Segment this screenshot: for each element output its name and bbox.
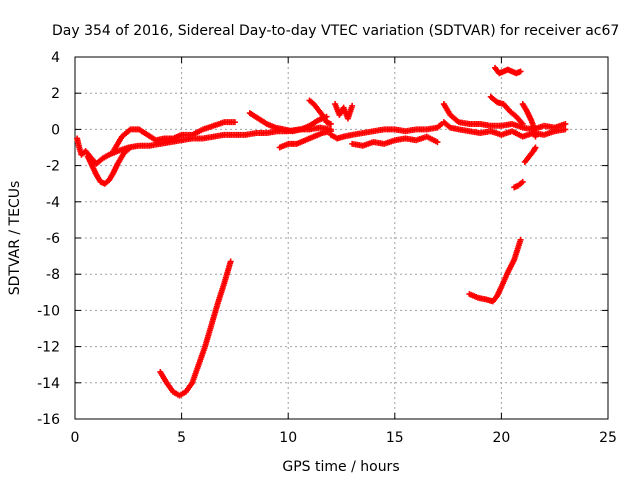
y-tick-label: -2 [46,159,60,175]
series-loop-12-13 [332,101,356,122]
data-points [74,64,569,399]
series-hump-19-21 [487,93,526,127]
series-lower-8-11 [276,128,334,151]
axis-ticks: 0 5 10 15 20 25 -16 -14 -12 -10 -8 -6 -4 -2 0 2 4 [37,50,617,446]
data-point [227,258,234,265]
series-top-arc [492,64,524,77]
series-curve-4-7 [157,258,234,399]
y-tick-label: -12 [37,340,60,356]
data-point [434,139,441,146]
y-tick-label: 4 [51,50,60,66]
series-lower-17-23 [440,119,569,140]
y-tick-label: -8 [46,267,60,283]
data-point [562,120,569,127]
series-curve-18-21 [466,236,524,305]
y-tick-label: 2 [51,86,60,102]
data-point [231,119,238,126]
x-tick-label: 0 [71,430,80,446]
series-rows-13-17 [349,133,441,149]
x-tick-label: 15 [386,430,404,446]
series-upper-17-23 [440,101,569,133]
data-point [127,144,134,151]
series-dip-branch [84,144,134,187]
y-tick-label: -10 [37,303,60,319]
y-tick-label: 0 [51,122,60,138]
y-tick-label: -6 [46,231,60,247]
y-tick-label: -4 [46,195,60,211]
x-axis-label: GPS time / hours [282,459,399,475]
data-point [532,144,539,151]
series-ridge-21 [519,101,539,140]
series-mid-12-17 [327,120,445,142]
x-tick-label: 10 [279,430,297,446]
data-point [532,133,539,140]
data-point [327,120,334,127]
x-tick-label: 5 [177,430,186,446]
series-drop-21.4 [521,144,539,165]
x-tick-label: 25 [599,430,617,446]
data-point [349,102,356,109]
y-tick-label: -14 [37,376,60,392]
data-point [517,68,524,75]
data-point [517,236,524,243]
y-axis-label: SDTVAR / TECUs [7,181,23,296]
series-frag-21 [511,178,526,191]
data-point [519,178,526,185]
x-tick-label: 20 [492,430,510,446]
series-upper-branch [110,119,238,155]
series-spike-11 [306,97,334,127]
chart-title: Day 354 of 2016, Sidereal Day-to-day VTE… [52,23,619,39]
data-point [562,126,569,133]
y-tick-label: -16 [37,412,60,428]
data-point [519,120,526,127]
grid [75,57,608,419]
